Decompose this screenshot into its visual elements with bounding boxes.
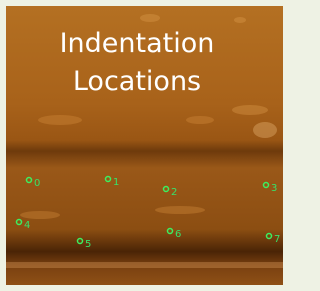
image-figure: Indentation Locations 0 1 2 3 4 5 6 7 (0, 0, 289, 291)
title-line: Locations (73, 66, 201, 97)
point-label: 4 (24, 220, 30, 231)
title-line: Indentation (60, 28, 215, 59)
point-label: 2 (171, 187, 177, 198)
point-label: 6 (175, 229, 181, 240)
point-label: 0 (34, 178, 40, 189)
point-label: 5 (85, 239, 91, 250)
point-label: 7 (274, 234, 280, 245)
point-label: 3 (271, 183, 277, 194)
point-label: 1 (113, 177, 119, 188)
